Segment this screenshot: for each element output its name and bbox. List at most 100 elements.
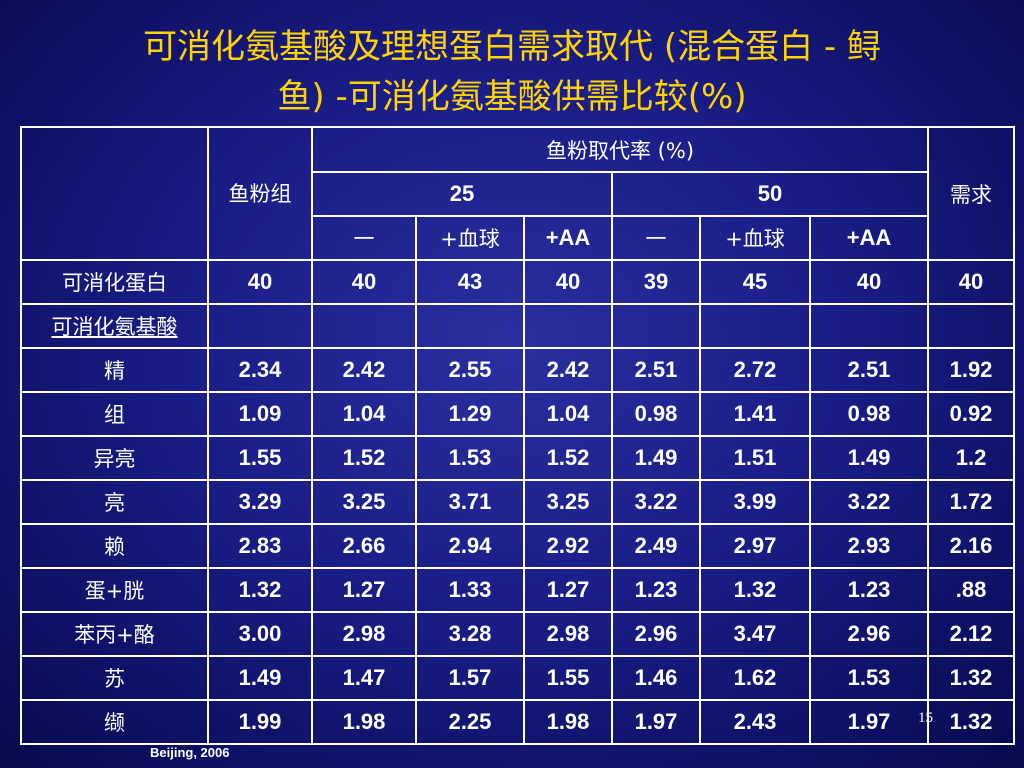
table-cell: 1.52: [311, 435, 417, 481]
sub-col-none-50: 一: [611, 215, 701, 261]
table-cell: 2.34: [207, 347, 313, 393]
table-cell: 43: [415, 259, 525, 305]
table-cell: 2.96: [808, 611, 930, 657]
table-cell: 1.04: [523, 391, 613, 437]
section-label: 可消化氨基酸: [51, 315, 178, 339]
table-cell: 1.23: [808, 567, 930, 613]
table-cell: 2.49: [611, 523, 701, 569]
table-cell: 1.49: [808, 435, 930, 481]
row-label-section: 可消化氨基酸: [20, 303, 209, 349]
sub-col-blood-50: +血球: [699, 215, 811, 261]
table-cell: 1.92: [927, 347, 1016, 393]
sub-col-none-25: 一: [311, 215, 417, 261]
table-row: 组 1.09 1.04 1.29 1.04 0.98 1.41 0.98 0.9…: [20, 391, 1016, 437]
table-cell: 2.51: [808, 347, 930, 393]
row-label: 苏: [20, 655, 209, 701]
table-cell: 0.98: [808, 391, 930, 437]
table-cell: 2.43: [699, 699, 811, 745]
table-cell: 1.09: [207, 391, 313, 437]
table-cell: 1.55: [207, 435, 313, 481]
table-cell: 3.22: [808, 479, 930, 525]
table-cell: 2.96: [611, 611, 701, 657]
table-cell: 3.71: [415, 479, 525, 525]
table-row: 苯丙+酪 3.00 2.98 3.28 2.98 2.96 3.47 2.96 …: [20, 611, 1016, 657]
table-cell: 40: [207, 259, 313, 305]
table-cell: 2.97: [699, 523, 811, 569]
table-row: 精 2.34 2.42 2.55 2.42 2.51 2.72 2.51 1.9…: [20, 347, 1016, 393]
row-label: 缬: [20, 699, 209, 745]
table-row: 亮 3.29 3.25 3.71 3.25 3.22 3.99 3.22 1.7…: [20, 479, 1016, 525]
table-cell: 1.55: [523, 655, 613, 701]
table-cell: 2.92: [523, 523, 613, 569]
table-cell: [311, 303, 417, 349]
header-level-25: 25: [311, 171, 613, 217]
table-row: 可消化氨基酸: [20, 303, 1016, 349]
table-cell: 1.04: [311, 391, 417, 437]
table-cell: [611, 303, 701, 349]
table-cell: 1.32: [927, 699, 1016, 745]
slide-title: 可消化氨基酸及理想蛋白需求取代 (混合蛋白 - 鲟 鱼) -可消化氨基酸供需比较…: [20, 22, 1004, 122]
table-cell: 1.98: [523, 699, 613, 745]
table-row: 赖 2.83 2.66 2.94 2.92 2.49 2.97 2.93 2.1…: [20, 523, 1016, 569]
table-cell: 2.98: [311, 611, 417, 657]
table-cell: 2.51: [611, 347, 701, 393]
table-cell: 2.94: [415, 523, 525, 569]
sub-col-aa-50: +AA: [808, 215, 930, 261]
table-cell: 2.16: [927, 523, 1016, 569]
row-label: 亮: [20, 479, 209, 525]
table-cell: 40: [523, 259, 613, 305]
table-cell: 2.12: [927, 611, 1016, 657]
table-row: 苏 1.49 1.47 1.57 1.55 1.46 1.62 1.53 1.3…: [20, 655, 1016, 701]
table-cell: 1.23: [611, 567, 701, 613]
sub-col-aa-25: +AA: [523, 215, 613, 261]
table-cell: 2.72: [699, 347, 811, 393]
table-cell: 2.42: [523, 347, 613, 393]
table-cell: 3.00: [207, 611, 313, 657]
table-cell: 3.25: [523, 479, 613, 525]
row-label: 可消化蛋白: [20, 259, 209, 305]
footer-text: Beijing, 2006: [150, 745, 230, 760]
table-cell: 1.2: [927, 435, 1016, 481]
table-cell: 1.49: [207, 655, 313, 701]
header-corner-cell: [20, 126, 209, 261]
row-label: 组: [20, 391, 209, 437]
table-cell: 2.55: [415, 347, 525, 393]
table-cell: 1.47: [311, 655, 417, 701]
table-cell: 1.62: [699, 655, 811, 701]
table-row: 异亮 1.55 1.52 1.53 1.52 1.49 1.51 1.49 1.…: [20, 435, 1016, 481]
table-cell: .88: [927, 567, 1016, 613]
table-cell: 1.32: [927, 655, 1016, 701]
table-cell: 1.97: [808, 699, 930, 745]
table-cell: 1.51: [699, 435, 811, 481]
table-cell: 1.98: [311, 699, 417, 745]
table-cell: 1.53: [415, 435, 525, 481]
table-cell: 0.98: [611, 391, 701, 437]
table-cell: 2.42: [311, 347, 417, 393]
table-cell: 2.83: [207, 523, 313, 569]
header-row-2: 25 50: [21, 171, 1014, 217]
table-cell: 3.47: [699, 611, 811, 657]
table-cell: 1.57: [415, 655, 525, 701]
table-cell: 3.25: [311, 479, 417, 525]
row-label: 苯丙+酪: [20, 611, 209, 657]
table-cell: 3.99: [699, 479, 811, 525]
table-cell: 1.46: [611, 655, 701, 701]
row-label: 蛋+胱: [20, 567, 209, 613]
table-cell: 1.33: [415, 567, 525, 613]
table-cell: 40: [311, 259, 417, 305]
table-cell: 1.32: [207, 567, 313, 613]
table-cell: 1.32: [699, 567, 811, 613]
header-row-1: 鱼粉组 鱼粉取代率 (%) 需求: [20, 126, 1016, 261]
slide-title-line2: 鱼) -可消化氨基酸供需比较(%): [277, 77, 747, 117]
table-cell: [415, 303, 525, 349]
header-demand: 需求: [927, 126, 1016, 261]
sub-col-blood-25: +血球: [415, 215, 525, 261]
table-cell: 1.52: [523, 435, 613, 481]
table-cell: 1.29: [415, 391, 525, 437]
table-cell: 3.22: [611, 479, 701, 525]
table-cell: 1.99: [207, 699, 313, 745]
table-cell: [808, 303, 930, 349]
table-cell: [523, 303, 613, 349]
table-cell: 2.93: [808, 523, 930, 569]
header-level-50: 50: [610, 171, 930, 217]
